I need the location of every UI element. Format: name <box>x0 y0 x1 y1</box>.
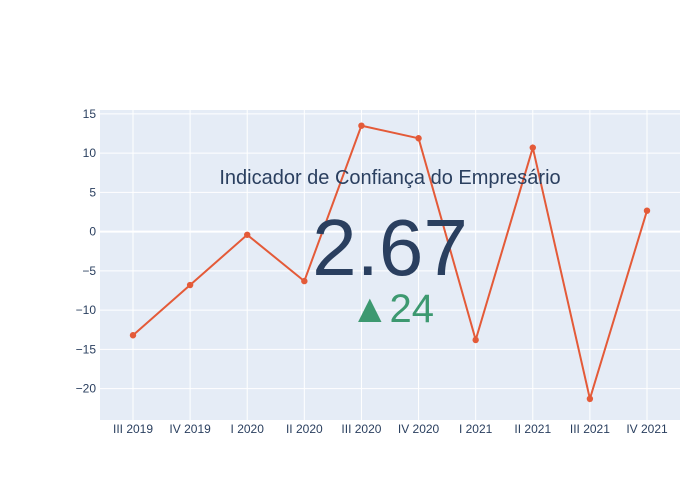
x-tick-label: II 2021 <box>514 422 551 436</box>
x-tick-label: I 2021 <box>459 422 493 436</box>
y-tick-label: 10 <box>83 146 97 160</box>
data-point <box>415 135 422 142</box>
data-point <box>129 332 137 339</box>
series-line <box>132 124 648 403</box>
y-axis-tick-labels: 15 10 5 0 −5 −10 −15 −20 <box>76 107 97 396</box>
indicator-title: Indicador de Confiança do Empresário <box>219 167 560 189</box>
delta-value: 24 <box>390 287 435 331</box>
data-point <box>358 122 365 129</box>
delta-up-icon: ▲ <box>350 287 390 331</box>
x-tick-label: III 2021 <box>570 422 610 436</box>
y-tick-label: 15 <box>83 107 97 121</box>
y-tick-label: 0 <box>89 225 96 239</box>
x-axis-tick-labels: III 2019 IV 2019 I 2020 II 2020 III 2020 IV 2… <box>113 422 668 436</box>
x-tick-label: III 2020 <box>341 422 381 436</box>
x-tick-label: IV 2021 <box>626 422 668 436</box>
y-tick-label: −20 <box>76 382 97 396</box>
data-point <box>244 231 251 238</box>
x-tick-label: II 2020 <box>286 422 323 436</box>
x-tick-label: III 2019 <box>113 422 153 436</box>
data-point <box>529 144 536 151</box>
x-tick-label: I 2020 <box>231 422 265 436</box>
y-tick-label: −10 <box>76 303 97 317</box>
data-point <box>472 336 479 344</box>
y-tick-label: −5 <box>82 264 96 278</box>
series-points <box>129 122 651 403</box>
data-point <box>301 277 308 285</box>
data-point <box>643 207 651 214</box>
indicator-delta: ▲24 <box>350 287 434 331</box>
horizontal-gridlines <box>100 113 680 390</box>
vertical-gridlines <box>132 110 648 420</box>
data-point <box>186 281 194 289</box>
y-tick-label: −15 <box>76 342 97 356</box>
x-tick-label: IV 2020 <box>398 422 440 436</box>
y-tick-label: 5 <box>89 185 96 199</box>
data-point <box>586 395 594 403</box>
indicator-value: 2.67 <box>312 203 468 292</box>
x-tick-label: IV 2019 <box>169 422 211 436</box>
